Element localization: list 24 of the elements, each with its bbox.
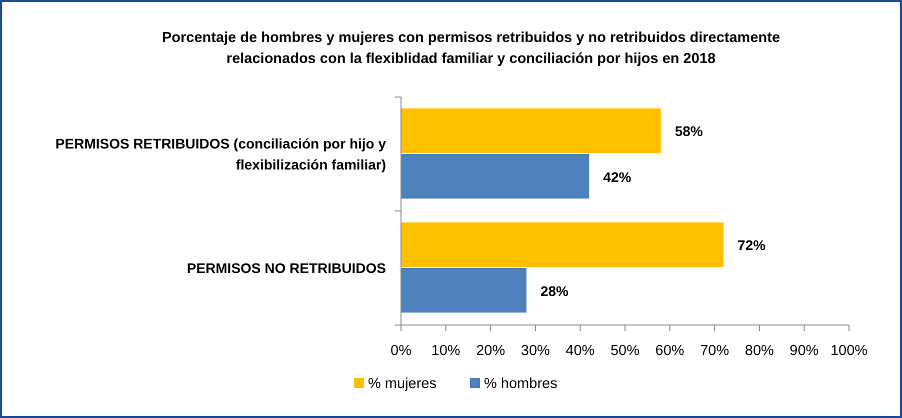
x-tick-label: 20% <box>476 343 506 359</box>
data-label: 72% <box>738 237 766 254</box>
data-label: 42% <box>603 168 632 185</box>
y-tick-label: PERMISOS NO RETRIBUIDOS <box>186 260 386 276</box>
x-tick-label: 50% <box>610 343 640 359</box>
x-tick-label: 30% <box>520 343 550 359</box>
x-tick-label: 10% <box>431 343 460 359</box>
bar <box>401 154 590 199</box>
bar <box>401 108 661 153</box>
x-tick-label: 80% <box>744 343 774 359</box>
data-label: 28% <box>540 282 570 299</box>
data-label: 58% <box>674 123 704 140</box>
bar <box>401 222 724 267</box>
x-tick-label: 40% <box>566 343 595 359</box>
legend-label: % mujeres <box>368 376 436 392</box>
y-tick-label: PERMISOS RETRIBUIDOS (conciliación por hijo y flexibilización familiar) <box>55 136 386 172</box>
x-tick-label: 70% <box>700 343 730 359</box>
x-tick-label: 100% <box>830 343 868 359</box>
x-tick-label: 60% <box>655 343 684 359</box>
x-tick-label: 90% <box>790 343 819 359</box>
bar <box>401 268 526 313</box>
chart-title: Porcentaje de hombres y mujeres con permisos retribuidos y no retribuidos directamente relacionados con la flexiblidad familiar y conciliación por hijos en 2018 <box>162 30 780 67</box>
x-tick-label: 0% <box>390 343 412 359</box>
legend-label: % hombres <box>484 376 558 392</box>
